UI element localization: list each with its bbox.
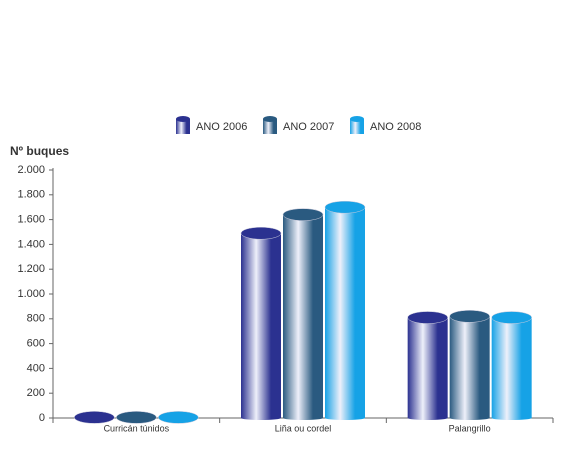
y-tick-label: 2.000 [17, 164, 45, 176]
bar [449, 316, 490, 418]
bar-cap [282, 208, 324, 221]
y-tick-label: 1.800 [17, 189, 45, 201]
bar-cap [491, 311, 532, 324]
y-tick-label: 0 [39, 412, 45, 424]
bar [491, 317, 532, 418]
bar-base [491, 416, 532, 420]
bar-cap [407, 311, 448, 324]
bar [241, 233, 281, 418]
bar-cap [449, 310, 490, 323]
bar-cap [324, 200, 366, 214]
bar-base [407, 416, 448, 420]
bar-base [449, 416, 490, 420]
y-tick-label: 1.400 [17, 238, 45, 250]
legend-swatch [263, 119, 277, 134]
bar-base [241, 416, 281, 420]
x-tick-label: Palangrillo [449, 423, 491, 433]
bar-cap [240, 226, 282, 240]
bar-cap [158, 411, 199, 424]
y-tick-label: 1.200 [17, 263, 45, 275]
bar [283, 214, 323, 418]
bar [325, 207, 365, 418]
legend-swatch-cap [176, 116, 190, 122]
x-tick-label: Curricán túnidos [104, 423, 170, 433]
bar-base [283, 416, 323, 420]
legend-swatch [176, 119, 190, 134]
y-axis-label: Nº buques [10, 144, 69, 158]
bar [407, 317, 448, 418]
bar-cap [74, 411, 115, 424]
legend-label: ANO 2008 [370, 121, 421, 133]
y-tick-label: 800 [27, 313, 45, 325]
legend-swatch-cap [350, 116, 364, 122]
y-tick-label: 1.000 [17, 288, 45, 300]
y-tick-label: 1.600 [17, 214, 45, 226]
legend-swatch-cap [263, 116, 277, 122]
legend-swatch [350, 119, 364, 134]
bar-cap [116, 411, 157, 424]
bar-base [325, 416, 365, 420]
y-tick-label: 400 [27, 362, 45, 374]
y-tick-label: 200 [27, 387, 45, 399]
x-tick-label: Liña ou cordel [275, 423, 332, 433]
legend-label: ANO 2007 [283, 121, 334, 133]
y-tick-label: 600 [27, 338, 45, 350]
legend-label: ANO 2006 [196, 121, 247, 133]
